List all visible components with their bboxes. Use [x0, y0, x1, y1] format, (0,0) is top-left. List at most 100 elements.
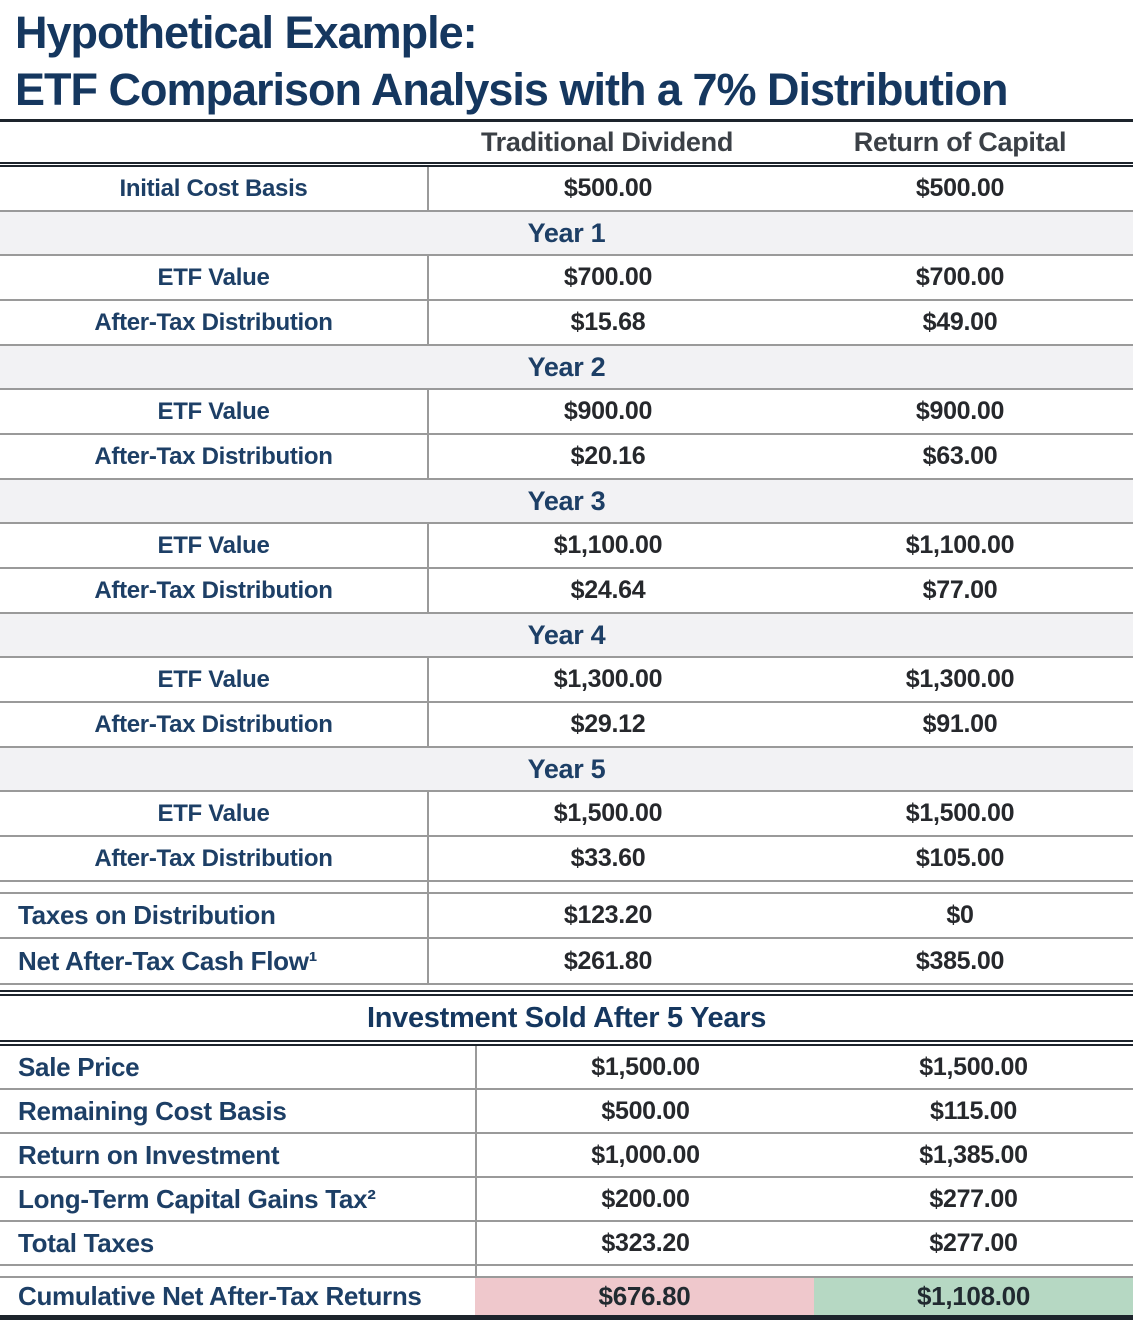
year-band-2: Year 2 [0, 346, 1133, 390]
year-band-label: Year 2 [527, 351, 606, 382]
cell-traditional-value: $15.68 [427, 301, 787, 344]
row-long-term-capital-gains-tax: Long-Term Capital Gains Tax² $200.00 $27… [0, 1178, 1133, 1222]
cell-traditional-value: $33.60 [427, 837, 787, 880]
gap-cell [427, 882, 787, 892]
row-label: Initial Cost Basis [119, 174, 308, 202]
row-label: Long-Term Capital Gains Tax² [18, 1183, 376, 1214]
row-etf-value-year-3: ETF Value $1,100.00 $1,100.00 [0, 524, 1133, 569]
gap-cell [475, 1266, 814, 1276]
cell-roc-value: $1,500.00 [905, 799, 1015, 827]
row-initial-cost-basis: Initial Cost Basis $500.00 $500.00 [0, 167, 1133, 212]
cell-roc-value: $115.00 [930, 1096, 1017, 1125]
gap-cell [0, 882, 427, 892]
column-header-traditional-dividend: Traditional Dividend [480, 126, 734, 157]
row-total-taxes: Total Taxes $323.20 $277.00 [0, 1222, 1133, 1266]
row-label: Net After-Tax Cash Flow¹ [18, 945, 318, 976]
cell-traditional-value: $500.00 [475, 1090, 814, 1132]
row-label: Return on Investment [18, 1139, 280, 1170]
cell-roc-value: $1,500.00 [919, 1052, 1028, 1081]
row-etf-value-year-5: ETF Value $1,500.00 $1,500.00 [0, 792, 1133, 837]
row-etf-value-year-4: ETF Value $1,300.00 $1,300.00 [0, 658, 1133, 703]
row-label: Taxes on Distribution [18, 900, 276, 930]
cell-roc-value: $700.00 [915, 263, 1005, 291]
cell-roc-value: $385.00 [915, 946, 1005, 975]
cell-roc-value: $1,100.00 [905, 531, 1015, 559]
cell-roc-value: $77.00 [922, 576, 998, 604]
row-after-tax-distribution-year-2: After-Tax Distribution $20.16 $63.00 [0, 435, 1133, 480]
column-header-spacer [0, 122, 427, 162]
cell-roc-value: $63.00 [922, 442, 998, 470]
row-label: Sale Price [18, 1051, 140, 1082]
year-band-label: Year 3 [527, 485, 606, 516]
row-net-after-tax-cash-flow: Net After-Tax Cash Flow¹ $261.80 $385.00 [0, 939, 1133, 985]
cell-traditional-value: $700.00 [427, 256, 787, 299]
year-band-label: Year 5 [527, 753, 606, 784]
cell-traditional-value: $323.20 [475, 1222, 814, 1264]
row-label: ETF Value [157, 665, 270, 693]
page-bottom-rule [0, 1315, 1133, 1320]
year-band-label: Year 1 [527, 217, 606, 248]
row-after-tax-distribution-year-1: After-Tax Distribution $15.68 $49.00 [0, 301, 1133, 346]
row-label: ETF Value [157, 263, 270, 291]
cell-traditional-value: $500.00 [427, 167, 787, 210]
row-etf-value-year-2: ETF Value $900.00 $900.00 [0, 390, 1133, 435]
row-label: After-Tax Distribution [94, 844, 333, 872]
column-header-return-of-capital: Return of Capital [853, 126, 1067, 157]
cell-traditional-value: $20.16 [427, 435, 787, 478]
cell-roc-value: $105.00 [915, 844, 1005, 872]
cell-roc-value-highlight-green: $1,108.00 [814, 1278, 1133, 1315]
gap-cell [787, 882, 1133, 892]
row-label: Remaining Cost Basis [18, 1095, 287, 1126]
page-title-line-1: Hypothetical Example: [15, 7, 478, 58]
row-label: Total Taxes [18, 1227, 154, 1258]
gap-cell [0, 1266, 475, 1276]
row-etf-value-year-1: ETF Value $700.00 $700.00 [0, 256, 1133, 301]
cell-traditional-value: $200.00 [475, 1178, 814, 1220]
cell-traditional-value: $123.20 [427, 894, 787, 937]
cell-traditional-value: $1,100.00 [427, 524, 787, 567]
row-return-on-investment: Return on Investment $1,000.00 $1,385.00 [0, 1134, 1133, 1178]
row-after-tax-distribution-year-5: After-Tax Distribution $33.60 $105.00 [0, 837, 1133, 882]
cell-traditional-value: $29.12 [427, 703, 787, 746]
cell-traditional-value: $1,000.00 [475, 1134, 814, 1176]
year-band-3: Year 3 [0, 480, 1133, 524]
page-title: Hypothetical Example: ETF Comparison Ana… [0, 0, 1133, 122]
column-header-row: Traditional Dividend Return of Capital [0, 122, 1133, 162]
cell-roc-value: $277.00 [929, 1228, 1018, 1257]
cell-traditional-value: $24.64 [427, 569, 787, 612]
cell-traditional-value: $261.80 [427, 939, 787, 983]
cell-traditional-value: $900.00 [427, 390, 787, 433]
year-band-label: Year 4 [527, 619, 606, 650]
section-header-label: Investment Sold After 5 Years [366, 1001, 767, 1034]
row-taxes-on-distribution: Taxes on Distribution $123.20 $0 [0, 894, 1133, 939]
cell-roc-value: $91.00 [922, 710, 998, 738]
row-cumulative-net-after-tax-returns: Cumulative Net After-Tax Returns $676.80… [0, 1278, 1133, 1315]
row-label: After-Tax Distribution [94, 442, 333, 470]
cell-roc-value: $277.00 [929, 1184, 1018, 1213]
row-label: ETF Value [157, 531, 270, 559]
year-band-1: Year 1 [0, 212, 1133, 256]
cell-traditional-value: $1,300.00 [427, 658, 787, 701]
header-divider-rule [0, 162, 1133, 167]
year-band-4: Year 4 [0, 614, 1133, 658]
row-label: ETF Value [157, 397, 270, 425]
year-band-5: Year 5 [0, 748, 1133, 792]
row-label: ETF Value [157, 799, 270, 827]
cell-traditional-value-highlight-pink: $676.80 [475, 1278, 814, 1315]
cell-roc-value: $500.00 [915, 174, 1005, 202]
cell-traditional-value: $1,500.00 [475, 1046, 814, 1088]
row-remaining-cost-basis: Remaining Cost Basis $500.00 $115.00 [0, 1090, 1133, 1134]
page-title-line-2: ETF Comparison Analysis with a 7% Distri… [15, 64, 1008, 115]
cell-roc-value: $0 [946, 901, 974, 929]
cell-roc-value: $1,300.00 [905, 665, 1015, 693]
cell-roc-value: $1,385.00 [919, 1140, 1028, 1169]
section-gap [0, 1266, 1133, 1278]
row-sale-price: Sale Price $1,500.00 $1,500.00 [0, 1046, 1133, 1090]
gap-cell [814, 1266, 1133, 1276]
row-label: After-Tax Distribution [94, 308, 333, 336]
row-after-tax-distribution-year-4: After-Tax Distribution $29.12 $91.00 [0, 703, 1133, 748]
cell-traditional-value: $1,500.00 [427, 792, 787, 835]
row-label: After-Tax Distribution [94, 576, 333, 604]
section-gap [0, 882, 1133, 894]
cell-roc-value: $49.00 [922, 308, 998, 336]
